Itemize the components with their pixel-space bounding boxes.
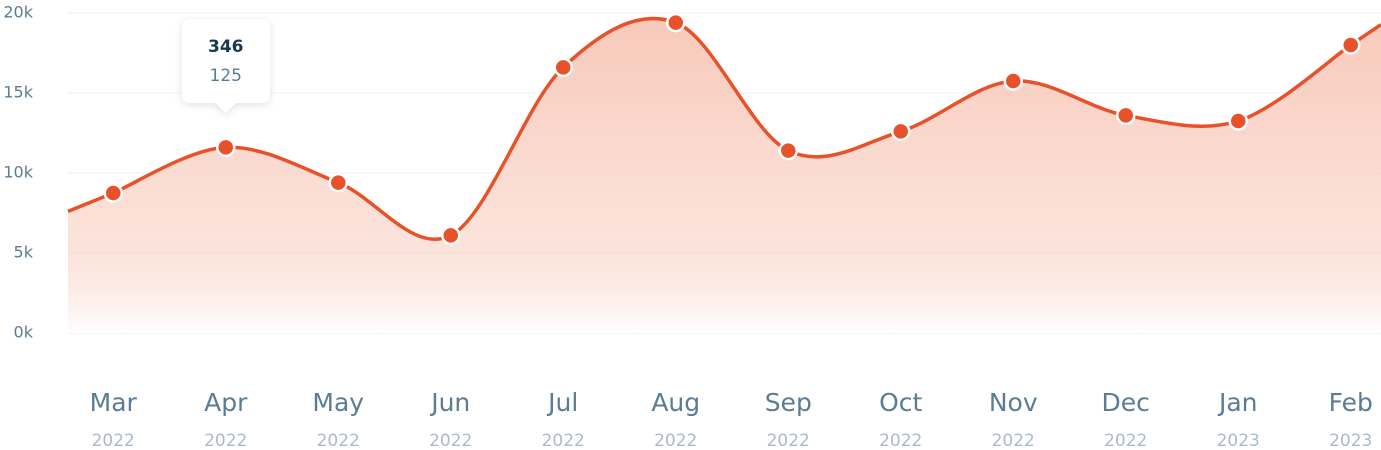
x-tick-year: 2022	[429, 431, 472, 450]
x-tick-label: Sep	[765, 388, 812, 417]
data-point	[778, 140, 798, 161]
x-tick-year: 2022	[542, 431, 585, 450]
x-tick-label: Jun	[429, 388, 470, 417]
data-point	[328, 172, 348, 193]
data-point	[1228, 111, 1248, 131]
x-tick-year: 2022	[992, 431, 1035, 450]
tooltip-box	[181, 19, 270, 113]
x-tick-label: Mar	[90, 388, 138, 417]
data-point	[1003, 71, 1023, 91]
y-tick-label: 15k	[3, 83, 33, 102]
x-tick-label: Jul	[546, 388, 578, 417]
data-point	[553, 57, 573, 78]
x-tick-label: Apr	[204, 388, 248, 417]
x-tick-label: Aug	[651, 388, 700, 417]
x-tick-year: 2022	[654, 431, 697, 450]
x-tick-label: Nov	[989, 388, 1038, 417]
tooltip-subtitle: 125	[210, 66, 242, 86]
y-tick-label: 20k	[3, 3, 33, 22]
data-point	[1116, 105, 1136, 126]
x-tick-year: 2022	[1104, 431, 1147, 450]
x-tick-year: 2022	[317, 431, 360, 450]
x-tick-label: Oct	[879, 388, 922, 417]
x-tick-year: 2022	[879, 431, 922, 450]
x-tick-label: Dec	[1102, 388, 1150, 417]
data-point	[103, 183, 123, 203]
x-tick-year: 2022	[92, 431, 135, 450]
x-tick-label: Feb	[1329, 388, 1373, 417]
x-tick-year: 2023	[1329, 431, 1372, 450]
area-fill	[68, 18, 1381, 334]
x-tick-label: May	[312, 388, 364, 417]
x-tick-label: Jan	[1217, 388, 1258, 417]
y-tick-label: 0k	[14, 323, 34, 342]
y-tick-label: 10k	[3, 163, 33, 182]
x-tick-year: 2022	[767, 431, 810, 450]
data-point	[891, 121, 911, 142]
data-point	[441, 225, 461, 246]
x-tick-year: 2022	[204, 431, 247, 450]
data-point	[1341, 35, 1361, 55]
data-point	[666, 12, 686, 33]
y-tick-label: 5k	[14, 243, 34, 262]
data-point	[216, 137, 236, 158]
x-tick-year: 2023	[1217, 431, 1260, 450]
tooltip-title: 346	[208, 37, 244, 57]
